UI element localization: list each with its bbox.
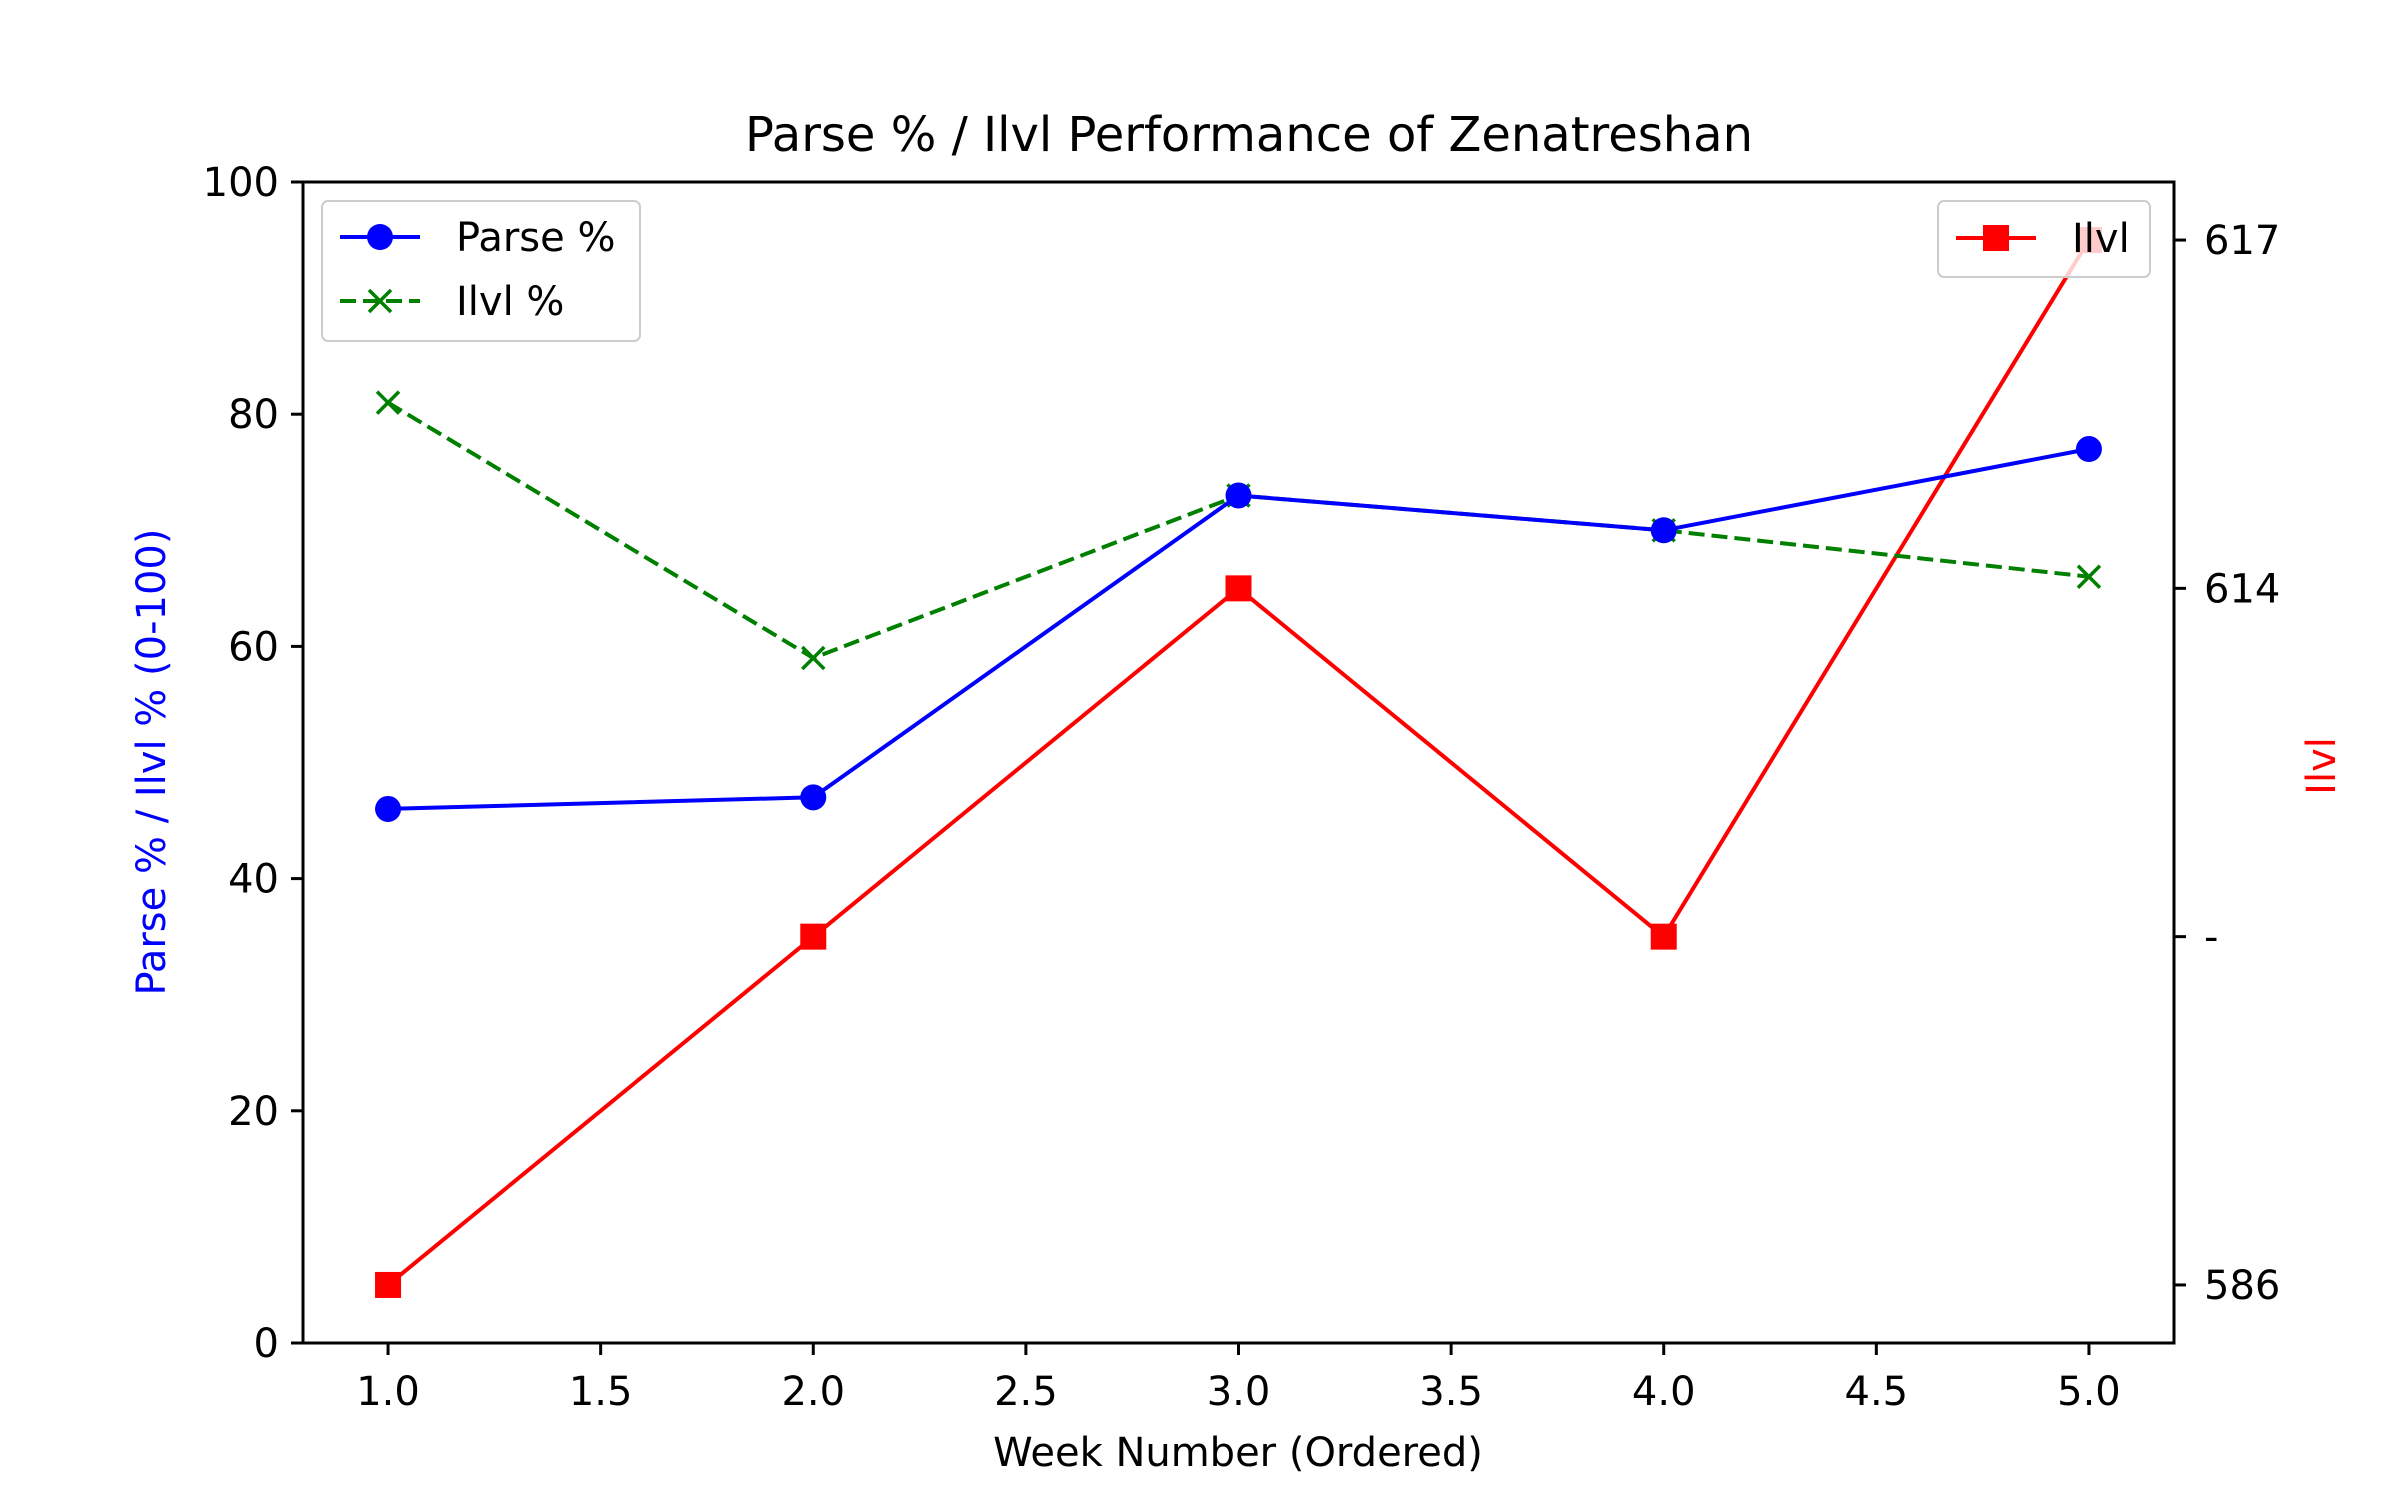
data-point (2075, 436, 2102, 463)
y-tick-label: 20 (228, 1089, 279, 1135)
y-axis-label-left: Parse % / Ilvl % (0-100) (129, 529, 175, 996)
legend-ilvl-marker (1983, 225, 2009, 251)
data-point (1650, 517, 1677, 544)
y-axis-right: 586 - 614 617 (2174, 218, 2280, 1309)
data-point (2076, 564, 2102, 589)
y-tick-label: 40 (228, 857, 279, 903)
legend-ilvl-pct-label: Ilvl % (456, 279, 564, 325)
data-point (1225, 575, 1252, 602)
data-point (800, 923, 827, 950)
series-ilvl (375, 227, 2102, 1298)
data-point (800, 784, 827, 811)
plot-area (301, 180, 2176, 1345)
y-axis-left: 0 20 40 60 80 100 (203, 160, 303, 1367)
x-tick-label: 4.0 (1632, 1369, 1696, 1415)
data-point (375, 1271, 402, 1298)
y-axis-label-right: Ilvl (2299, 737, 2345, 795)
legend-ilvl-label: Ilvl (2072, 216, 2130, 262)
x-tick-label: 1.0 (356, 1369, 420, 1415)
x-tick-label: 2.0 (781, 1369, 845, 1415)
legend-right-box (1937, 200, 2151, 278)
x-tick-label: 4.5 (1845, 1369, 1909, 1415)
y-tick-label: 80 (228, 392, 279, 438)
data-point (375, 390, 401, 415)
legend-parse-label: Parse % (456, 215, 615, 261)
y-right-tick-label: - (2204, 915, 2218, 961)
data-point (1225, 482, 1252, 509)
data-point (801, 645, 826, 671)
y-tick-label: 100 (203, 160, 279, 206)
data-point (1650, 923, 1677, 950)
y-right-tick-label: 586 (2204, 1263, 2280, 1309)
x-tick-label: 3.0 (1207, 1369, 1271, 1415)
y-right-tick-label: 617 (2204, 218, 2280, 264)
plot-frame (301, 180, 2176, 1345)
data-point (375, 795, 402, 822)
series-layer (375, 227, 2102, 1298)
series-line (386, 400, 2090, 660)
y-right-tick-label: 614 (2204, 566, 2280, 612)
series-line (386, 238, 2091, 1287)
series-ilvl (375, 390, 2102, 671)
x-tick-label: 3.5 (1419, 1369, 1483, 1415)
x-tick-label: 2.5 (994, 1369, 1058, 1415)
legend-right: Ilvl (1937, 200, 2151, 278)
legend-parse-marker (367, 224, 393, 250)
y-tick-label: 0 (254, 1321, 279, 1367)
x-axis-label: Week Number (Ordered) (993, 1430, 1483, 1476)
x-tick-label: 5.0 (2057, 1369, 2121, 1415)
legend-left: Parse % Ilvl % (321, 200, 641, 342)
y-tick-label: 60 (228, 624, 279, 670)
legend-ilvl-pct-marker (367, 288, 393, 314)
x-tick-label: 1.5 (569, 1369, 633, 1415)
series-parse (375, 436, 2102, 822)
chart-title: Parse % / Ilvl Performance of Zenatresha… (745, 107, 1753, 163)
x-axis: 1.0 1.5 2.0 2.5 3.0 3.5 4.0 4.5 5.0 (356, 1343, 2121, 1415)
